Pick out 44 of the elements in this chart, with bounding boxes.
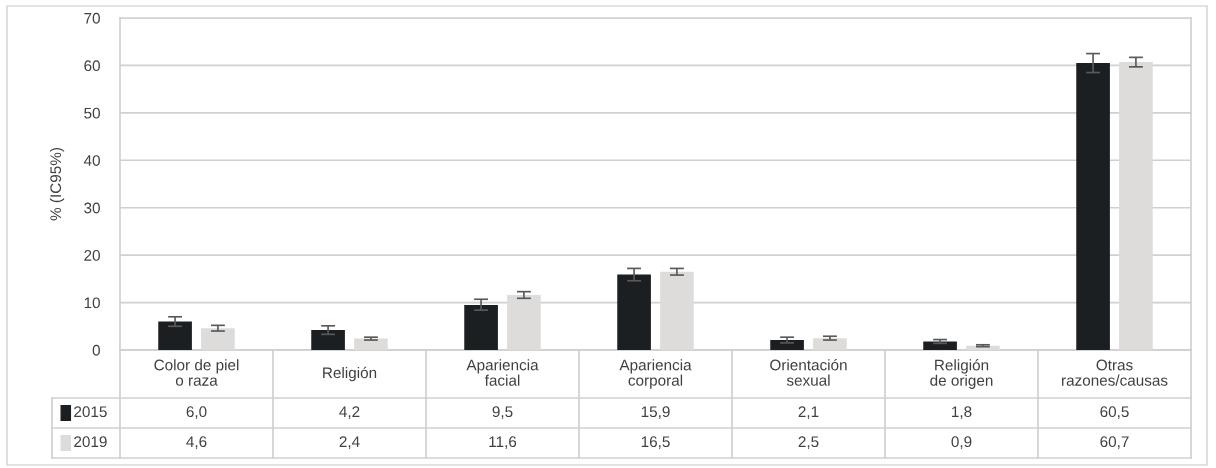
data-label: 2,1	[798, 406, 819, 419]
data-label: 4,2	[339, 406, 360, 419]
legend-label: 2015	[74, 406, 107, 418]
x-tick-label: Orientación sexual	[770, 359, 847, 386]
data-label: 15,9	[641, 406, 670, 419]
x-tick-label: Otras razones/causas	[1062, 359, 1168, 386]
bar	[464, 304, 498, 350]
bar	[201, 328, 235, 350]
data-label: 2,5	[798, 436, 819, 449]
data-label: 6,0	[186, 406, 207, 419]
bar	[1119, 62, 1153, 350]
bar	[923, 341, 957, 350]
x-tick-label: Apariencia corporal	[619, 359, 692, 389]
y-tick-label: 40	[83, 155, 100, 166]
y-tick-label: 60	[84, 60, 100, 72]
data-label: 9,5	[492, 406, 513, 419]
y-tick-label: 10	[84, 297, 100, 309]
data-label: 4,6	[186, 436, 207, 449]
x-tick-label: Religión de origen	[930, 359, 993, 389]
y-tick-label: 20	[84, 250, 100, 261]
data-label: 60,7	[1100, 436, 1129, 449]
y-tick-label: 30	[84, 202, 100, 214]
x-tick-label: Apariencia facial	[466, 359, 539, 386]
bar	[617, 274, 651, 350]
bar	[770, 340, 804, 350]
x-tick-label: Color de piel o raza	[154, 359, 239, 386]
bar	[311, 330, 345, 350]
data-label: 16,5	[641, 436, 670, 449]
legend-label: 2019	[74, 436, 107, 448]
x-tick-label: Religión	[323, 366, 377, 382]
bar	[158, 321, 192, 350]
data-label: 0,9	[951, 436, 972, 449]
bar	[1076, 63, 1110, 350]
bar	[507, 294, 541, 350]
y-tick-label: 70	[84, 12, 100, 24]
bar	[660, 271, 694, 350]
bar	[813, 338, 847, 350]
y-tick-label: 0	[92, 344, 100, 356]
data-label: 60,5	[1100, 406, 1129, 419]
y-tick-label: 50	[84, 107, 100, 119]
y-axis-title: % (IC95%)	[49, 148, 65, 221]
data-label: 11,6	[489, 436, 517, 449]
data-label: 1,8	[952, 406, 972, 419]
data-label: 2,4	[339, 436, 360, 449]
